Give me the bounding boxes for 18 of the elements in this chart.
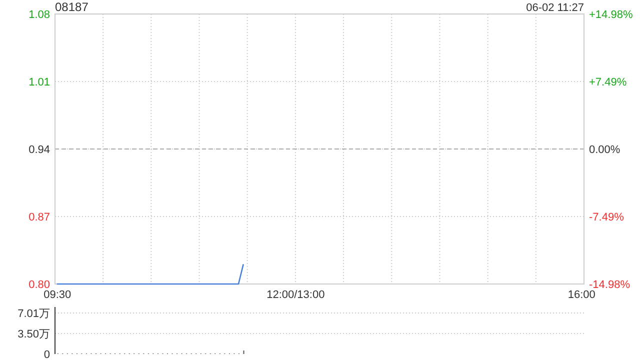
y2-tick-label: 0.00% xyxy=(589,144,620,156)
y-tick-label: 0.87 xyxy=(28,212,50,224)
y-tick-label: 1.01 xyxy=(28,76,50,88)
x-tick-label: 12:00/13:00 xyxy=(266,289,325,301)
y2-tick-label: +14.98% xyxy=(589,9,633,21)
annotation: 06-02 11:27 xyxy=(526,2,584,14)
y2-tick-label: -14.98% xyxy=(589,279,630,291)
y2-tick-label: +7.49% xyxy=(589,76,627,88)
x-tick-label: 09:30 xyxy=(44,289,72,301)
y-tick-label: 0.80 xyxy=(28,279,50,291)
y-tick-label: 3.50万 xyxy=(18,328,50,341)
chart-title: 08187 xyxy=(55,0,89,14)
y-tick-label: 7.01万 xyxy=(18,308,50,320)
y-tick-label: 0 xyxy=(44,349,50,360)
y2-tick-label: -7.49% xyxy=(589,212,624,224)
y-tick-label: 0.94 xyxy=(28,144,50,156)
x-tick-label: 16:00 xyxy=(568,289,596,301)
y-tick-label: 1.08 xyxy=(28,9,50,21)
